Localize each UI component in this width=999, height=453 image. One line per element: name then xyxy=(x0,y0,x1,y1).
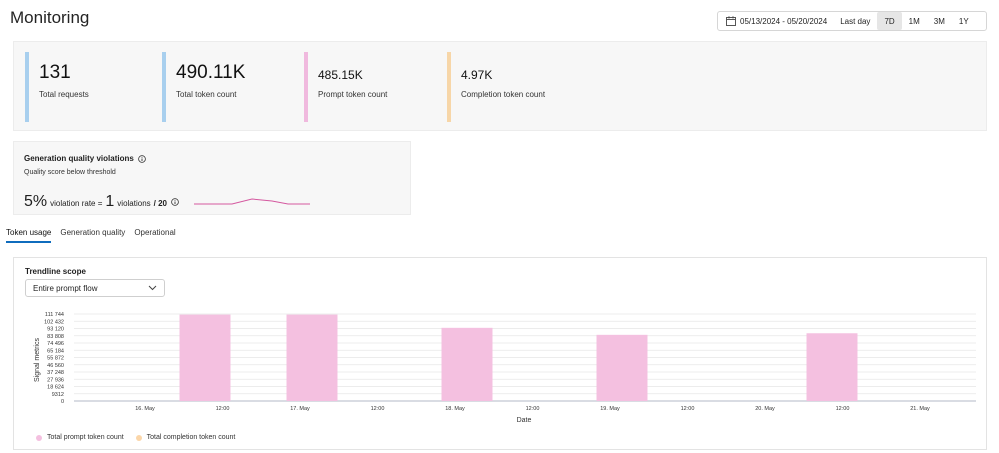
stat-value: 490.11K xyxy=(176,62,246,83)
range-option-3m[interactable]: 3M xyxy=(933,16,945,26)
token-usage-chart-card: Trendline scope Entire prompt flow 111 7… xyxy=(13,257,987,450)
chevron-down-icon xyxy=(148,285,157,291)
stat-label: Completion token count xyxy=(461,90,546,99)
legend-label: Total prompt token count xyxy=(47,434,124,441)
violations-label: violations xyxy=(117,199,151,208)
stat-value: 131 xyxy=(39,62,71,83)
tab-generation-quality[interactable]: Generation quality xyxy=(60,228,126,237)
range-option-last-day[interactable]: Last day xyxy=(840,16,871,26)
y-tick-label: 83 808 xyxy=(47,334,64,340)
y-axis-label: Signal metrics xyxy=(34,338,41,382)
trendline-scope-value: Entire prompt flow xyxy=(33,283,98,293)
violations-count: 1 xyxy=(105,193,115,210)
violations-total: / 20 xyxy=(153,199,167,208)
violation-summary: 5% violation rate = 1 violations / 20 xyxy=(24,193,179,211)
range-option-1m[interactable]: 1M xyxy=(908,16,920,26)
x-tick-label: 21. May xyxy=(910,406,930,412)
x-axis-label: Date xyxy=(517,417,532,424)
y-tick-label: 9312 xyxy=(52,392,64,398)
info-icon[interactable] xyxy=(137,154,146,163)
legend-item-completion[interactable]: Total completion token count xyxy=(135,434,236,441)
y-tick-label: 74 496 xyxy=(47,341,64,347)
tab-operational[interactable]: Operational xyxy=(134,228,176,237)
bar-prompt-token-count[interactable] xyxy=(286,314,338,401)
y-tick-label: 102 432 xyxy=(44,319,64,325)
bar-prompt-token-count[interactable] xyxy=(596,334,648,401)
x-tick-label: 18. May xyxy=(445,406,465,412)
violation-rate-label: violation rate = xyxy=(50,199,103,208)
stat-total-token-count: 490.11K Total token count xyxy=(162,52,245,122)
stat-label: Total requests xyxy=(39,90,89,99)
tab-token-usage[interactable]: Token usage xyxy=(6,228,52,243)
trendline-scope-dropdown[interactable]: Entire prompt flow xyxy=(25,279,165,297)
stat-completion-token-count: 4.97K Completion token count xyxy=(447,52,545,122)
generation-quality-header: Generation quality violations xyxy=(24,154,146,163)
generation-quality-subtitle: Quality score below threshold xyxy=(24,169,116,176)
page-title: Monitoring xyxy=(10,8,90,27)
bar-prompt-token-count[interactable] xyxy=(441,327,493,401)
date-range-button[interactable]: 05/13/2024 - 05/20/2024 xyxy=(718,12,833,30)
stat-prompt-token-count: 485.15K Prompt token count xyxy=(304,52,387,122)
y-tick-label: 55 872 xyxy=(47,356,64,362)
x-tick-label: 12:00 xyxy=(681,406,695,412)
stat-value: 485.15K xyxy=(318,68,363,82)
stat-value: 4.97K xyxy=(461,68,493,82)
stat-total-requests: 131 Total requests xyxy=(25,52,89,122)
x-tick-label: 17. May xyxy=(290,406,310,412)
x-tick-label: 12:00 xyxy=(836,406,850,412)
x-tick-label: 12:00 xyxy=(526,406,540,412)
bar-prompt-token-count[interactable] xyxy=(179,314,231,401)
y-tick-label: 46 560 xyxy=(47,363,64,369)
info-icon[interactable] xyxy=(171,198,179,206)
x-tick-label: 16. May xyxy=(135,406,155,412)
legend-item-prompt[interactable]: Total prompt token count xyxy=(36,434,124,441)
range-option-7d[interactable]: 7D xyxy=(877,12,902,30)
generation-quality-title: Generation quality violations xyxy=(24,154,134,163)
y-tick-label: 18 624 xyxy=(47,385,64,391)
metrics-tabs: Token usage Generation quality Operation… xyxy=(6,228,185,243)
y-tick-label: 27 936 xyxy=(47,377,64,383)
y-tick-label: 37 248 xyxy=(47,370,64,376)
y-tick-label: 93 120 xyxy=(47,327,64,333)
summary-stats-panel: 131 Total requests 490.11K Total token c… xyxy=(13,41,987,131)
chart-legend: Total prompt token count Total completio… xyxy=(36,434,247,441)
generation-quality-card: Generation quality violations Quality sc… xyxy=(13,141,411,215)
x-tick-label: 20. May xyxy=(755,406,775,412)
trendline-scope-label: Trendline scope xyxy=(25,267,86,276)
legend-swatch xyxy=(135,434,142,441)
y-tick-label: 65 184 xyxy=(47,348,64,354)
violation-sparkline xyxy=(194,198,310,205)
calendar-icon xyxy=(726,16,736,26)
violation-rate-value: 5% xyxy=(24,193,48,210)
y-tick-label: 0 xyxy=(61,399,64,405)
range-option-1y[interactable]: 1Y xyxy=(958,16,969,26)
legend-label: Total completion token count xyxy=(146,434,236,441)
x-tick-label: 19. May xyxy=(600,406,620,412)
legend-swatch xyxy=(36,434,42,441)
date-range-picker: 05/13/2024 - 05/20/2024 Last day 7D 1M 3… xyxy=(717,11,987,31)
date-range-value: 05/13/2024 - 05/20/2024 xyxy=(740,16,828,26)
bar-prompt-token-count[interactable] xyxy=(806,333,858,401)
x-tick-label: 12:00 xyxy=(371,406,385,412)
stat-label: Total token count xyxy=(176,90,237,99)
stat-label: Prompt token count xyxy=(318,90,388,99)
x-tick-label: 12:00 xyxy=(216,406,230,412)
y-tick-label: 111 744 xyxy=(45,312,64,318)
